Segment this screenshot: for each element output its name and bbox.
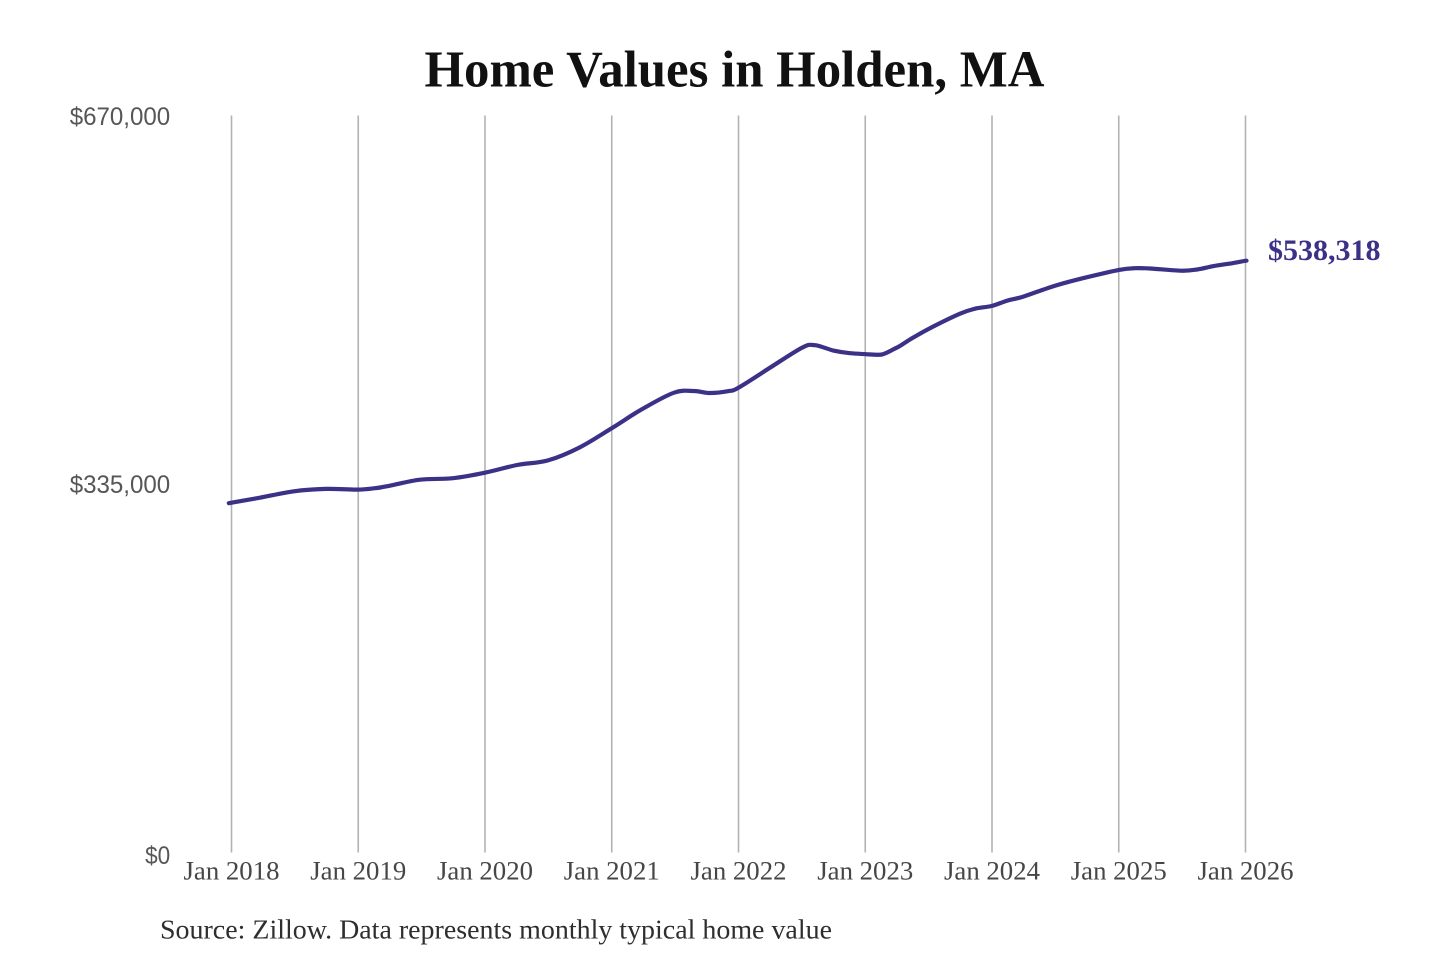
svg-text:$538,318: $538,318 bbox=[1268, 234, 1381, 267]
svg-text:Jan 2020: Jan 2020 bbox=[437, 856, 533, 885]
svg-text:Source: Zillow. Data represent: Source: Zillow. Data represents monthly … bbox=[160, 915, 832, 945]
svg-text:$0: $0 bbox=[145, 842, 170, 870]
svg-text:Jan 2026: Jan 2026 bbox=[1198, 856, 1294, 885]
svg-text:Jan 2022: Jan 2022 bbox=[691, 856, 787, 885]
svg-text:$335,000: $335,000 bbox=[70, 471, 171, 499]
svg-text:Jan 2024: Jan 2024 bbox=[944, 856, 1040, 885]
svg-text:Home Values in Holden, MA: Home Values in Holden, MA bbox=[425, 42, 1045, 99]
svg-text:$670,000: $670,000 bbox=[70, 103, 171, 131]
svg-text:Jan 2021: Jan 2021 bbox=[564, 856, 660, 885]
svg-text:Jan 2018: Jan 2018 bbox=[184, 856, 280, 885]
svg-text:Jan 2023: Jan 2023 bbox=[817, 856, 913, 885]
svg-text:Jan 2025: Jan 2025 bbox=[1071, 856, 1167, 885]
svg-text:Jan 2019: Jan 2019 bbox=[310, 856, 406, 885]
